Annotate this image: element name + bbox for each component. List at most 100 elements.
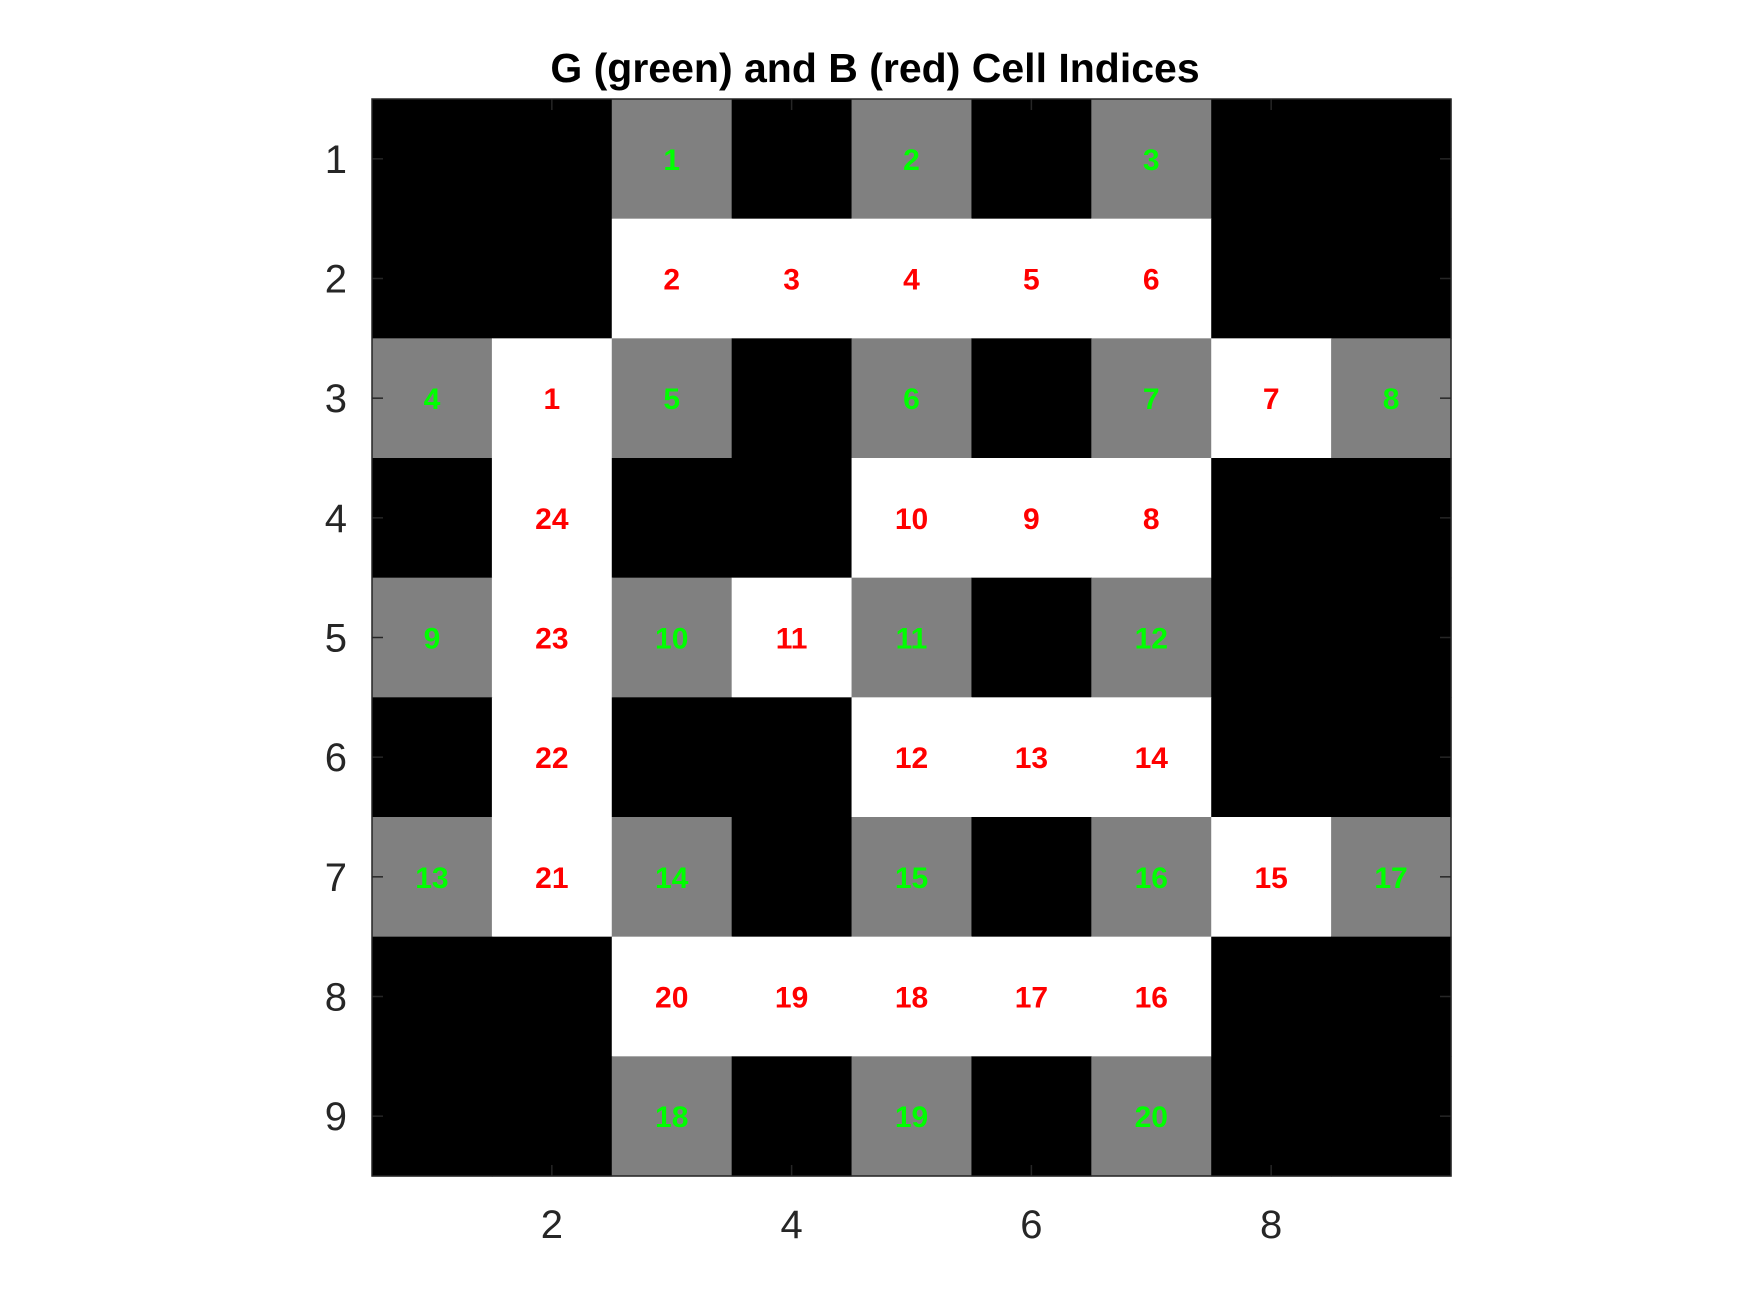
b-cell-label: 9: [1023, 503, 1040, 536]
heatmap-cell: [851, 99, 973, 220]
b-cell-label: 1: [543, 383, 560, 416]
heatmap-cell: [491, 218, 613, 339]
b-cell-label: 20: [655, 982, 688, 1015]
heatmap-cell: [731, 697, 853, 818]
heatmap-cell: [851, 338, 973, 459]
b-cell-label: 5: [1023, 264, 1040, 297]
heatmap-cell: [611, 218, 733, 339]
b-cell-label: 4: [903, 264, 920, 297]
x-tick-label: 4: [780, 1203, 802, 1247]
x-tick-label: 2: [541, 1203, 563, 1247]
heatmap-cell: [971, 1056, 1092, 1177]
heatmap-cell: [1211, 817, 1332, 938]
g-cell-label: 20: [1135, 1101, 1168, 1134]
y-tick-label: 5: [325, 617, 347, 661]
heatmap-cell: [851, 577, 973, 698]
heatmap-cell: [1211, 99, 1332, 220]
heatmap-cell: [971, 338, 1092, 459]
y-tick-label: 1: [325, 138, 347, 182]
g-cell-label: 6: [903, 383, 920, 416]
g-cell-label: 16: [1135, 862, 1168, 895]
heatmap-cell: [971, 936, 1092, 1057]
cells-layer: [372, 99, 1452, 1177]
heatmap-cell: [611, 936, 733, 1057]
heatmap-cell: [611, 338, 733, 459]
heatmap-cell: [1211, 218, 1332, 339]
heatmap-cell: [491, 577, 613, 698]
heatmap-cell: [731, 1056, 853, 1177]
g-cell-label: 2: [903, 144, 920, 177]
heatmap-cell: [731, 338, 853, 459]
heatmap-cell: [1331, 577, 1452, 698]
heatmap-cell: [1091, 458, 1212, 579]
g-cell-label: 14: [655, 862, 689, 895]
b-cell-label: 24: [535, 503, 569, 536]
g-cell-label: 11: [896, 623, 928, 656]
heatmap-cell: [1331, 1056, 1452, 1177]
heatmap-cell: [1211, 577, 1332, 698]
g-cell-label: 8: [1383, 383, 1400, 416]
heatmap-cell: [1091, 1056, 1212, 1177]
heatmap-cell: [1091, 697, 1212, 818]
b-cell-label: 13: [1015, 742, 1048, 775]
heatmap-cell: [1331, 458, 1452, 579]
heatmap-cell: [1331, 99, 1452, 220]
b-cell-label: 3: [783, 264, 800, 297]
b-cell-label: 17: [1015, 982, 1048, 1015]
heatmap-cell: [1331, 338, 1452, 459]
heatmap-cell: [372, 338, 493, 459]
heatmap-cell: [851, 1056, 973, 1177]
heatmap-cell: [731, 458, 853, 579]
heatmap-cell: [491, 458, 613, 579]
heatmap-cell: [491, 99, 613, 220]
g-cell-label: 3: [1143, 144, 1160, 177]
heatmap-cell: [372, 697, 493, 818]
heatmap-cell: [971, 218, 1092, 339]
heatmap-cell: [1091, 218, 1212, 339]
heatmap-cell: [971, 697, 1092, 818]
y-tick-label: 3: [325, 377, 347, 421]
heatmap-cell: [851, 218, 973, 339]
heatmap-cell: [372, 218, 493, 339]
heatmap-cell: [971, 458, 1092, 579]
heatmap-cell: [1211, 338, 1332, 459]
heatmap-cell: [372, 99, 493, 220]
g-cell-label: 4: [424, 383, 441, 416]
heatmap-cell: [731, 936, 853, 1057]
g-cell-label: 15: [895, 862, 928, 895]
g-cell-label: 13: [415, 862, 448, 895]
g-cell-label: 1: [663, 144, 680, 177]
b-cell-label: 14: [1135, 742, 1169, 775]
heatmap-cell: [1331, 697, 1452, 818]
x-tick-label: 6: [1020, 1203, 1042, 1247]
heatmap-cell: [491, 697, 613, 818]
heatmap-cell: [971, 577, 1092, 698]
y-tick-label: 4: [325, 497, 347, 541]
heatmap-cell: [971, 99, 1092, 220]
heatmap-cell: [1331, 936, 1452, 1057]
b-cell-label: 23: [535, 623, 568, 656]
heatmap-cell: [611, 1056, 733, 1177]
heatmap-cell: [1331, 817, 1452, 938]
x-tick-label: 8: [1260, 1203, 1282, 1247]
b-cell-label: 22: [535, 742, 568, 775]
heatmap-cell: [372, 1056, 493, 1177]
heatmap-cell: [1211, 1056, 1332, 1177]
g-cell-label: 18: [655, 1101, 688, 1134]
heatmap-cell: [731, 817, 853, 938]
heatmap-cell: [491, 817, 613, 938]
b-cell-label: 19: [775, 982, 808, 1015]
g-cell-label: 17: [1374, 862, 1407, 895]
chart-title: G (green) and B (red) Cell Indices: [550, 45, 1199, 91]
y-tick-label: 2: [325, 258, 347, 302]
heatmap-cell: [1091, 936, 1212, 1057]
heatmap-cell: [1091, 99, 1212, 220]
heatmap-cell: [611, 817, 733, 938]
heatmap-cell: [611, 99, 733, 220]
heatmap-cell: [1331, 218, 1452, 339]
heatmap-cell: [851, 458, 973, 579]
y-tick-label: 9: [325, 1095, 347, 1139]
heatmap-cell: [731, 577, 853, 698]
